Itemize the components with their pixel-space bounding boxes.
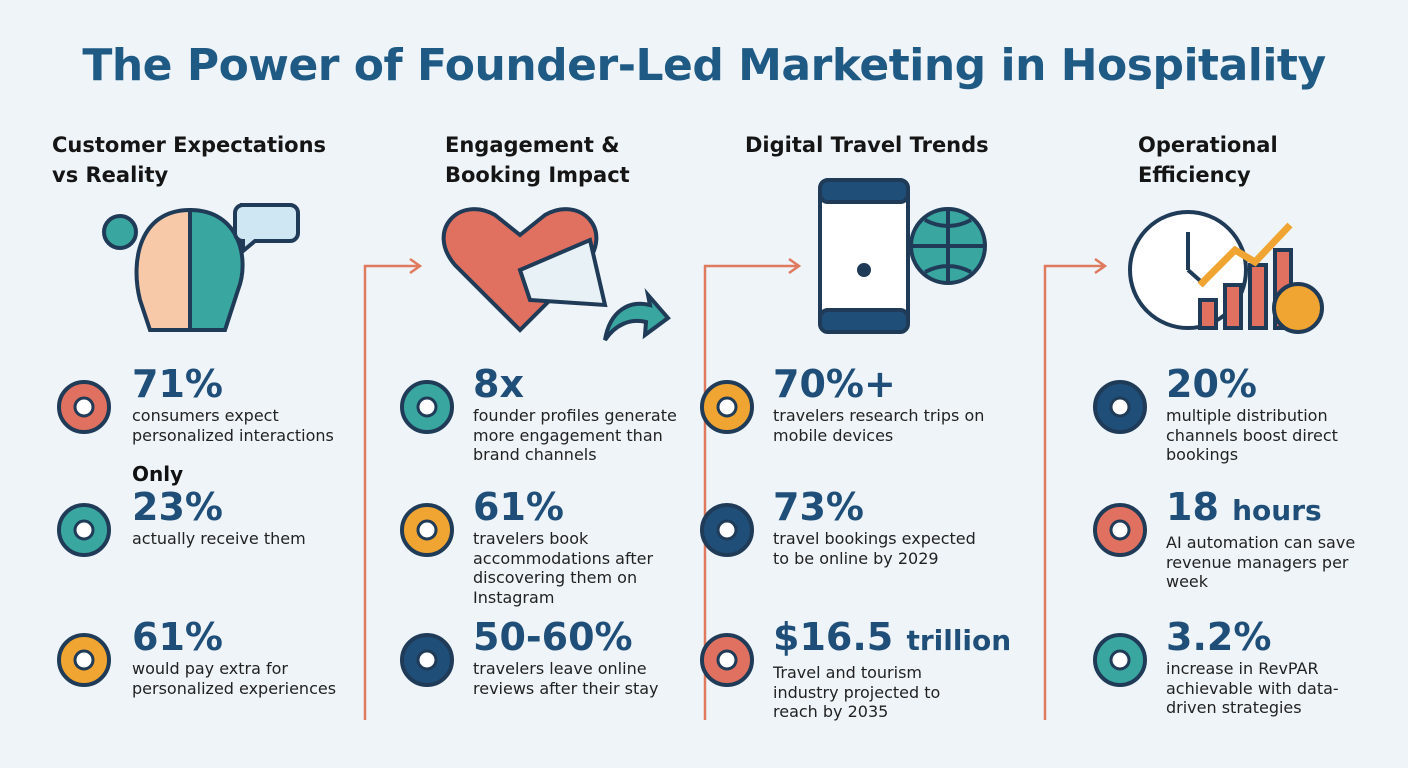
- stat-value: 73%: [773, 485, 988, 529]
- stat-gap: [893, 615, 906, 659]
- stat: $16.5 trillion Travel and tourism industr…: [773, 615, 1011, 722]
- stat-number: $16.5: [773, 615, 894, 659]
- stat-value: 61%: [473, 485, 688, 529]
- stat-icon: [400, 503, 454, 557]
- stat-icon: [1093, 380, 1147, 434]
- stat: 3.2% increase in RevPAR achievable with d…: [1166, 615, 1381, 718]
- heading-line: Booking Impact: [445, 163, 630, 187]
- stat-icon: [400, 380, 454, 434]
- stat-text: would pay extra for personalized experie…: [132, 659, 337, 698]
- stat-icon: [57, 633, 111, 687]
- stat: Only 23% actually receive them: [132, 463, 347, 549]
- stat-text: travelers research trips on mobile devic…: [773, 406, 985, 445]
- column-heading: Customer Expectations vs Reality: [52, 130, 326, 190]
- clock-illustration: [1128, 210, 1324, 334]
- stat-value: 70%+: [773, 362, 988, 406]
- stat-text: travelers book accommodations after disc…: [473, 529, 654, 607]
- stat: 61% would pay extra for personalized expe…: [132, 615, 347, 698]
- column-heading: Engagement & Booking Impact: [445, 130, 630, 190]
- stat-number: 61%: [132, 615, 223, 659]
- stat-text: travelers leave online reviews after the…: [473, 659, 659, 698]
- stat-number: 18: [1166, 485, 1219, 529]
- column-heading: Operational Efficiency: [1138, 130, 1278, 190]
- stat-number: 50-60%: [473, 615, 633, 659]
- stat-icon: [1093, 633, 1147, 687]
- stat-value: 61%: [132, 615, 347, 659]
- stat-number: 71%: [132, 362, 223, 406]
- heading-line: vs Reality: [52, 163, 169, 187]
- stat-gap: [1219, 485, 1232, 529]
- heading-line: Digital Travel Trends: [745, 133, 989, 157]
- stat-number: 20%: [1166, 362, 1257, 406]
- flow-arrows: [363, 257, 1108, 720]
- stat-text: travel bookings expected to be online by…: [773, 529, 976, 568]
- stat-value: $16.5 trillion: [773, 615, 1011, 663]
- stat-text: Travel and tourism industry projected to…: [773, 663, 941, 721]
- stat: 73% travel bookings expected to be online…: [773, 485, 988, 568]
- stat-number: 3.2%: [1166, 615, 1272, 659]
- stat: 70%+ travelers research trips on mobile d…: [773, 362, 988, 445]
- stat-number: 61%: [473, 485, 564, 529]
- phone-illustration: [818, 178, 987, 334]
- stat-icon: [400, 633, 454, 687]
- stat-value: 8x: [473, 362, 688, 406]
- stat-text: consumers expect personalized interactio…: [132, 406, 334, 445]
- stat-value: 23%: [132, 485, 347, 529]
- stat-icon: [700, 503, 754, 557]
- stat-text: increase in RevPAR achievable with data-…: [1166, 659, 1339, 717]
- stat-number: 8x: [473, 362, 524, 406]
- stat-icon: [1093, 503, 1147, 557]
- head-illustration: [102, 203, 300, 332]
- stat-text: multiple distribution channels boost dir…: [1166, 406, 1338, 464]
- heading-line: Engagement &: [445, 133, 620, 157]
- stat-icon: [700, 380, 754, 434]
- heart-illustration: [441, 207, 671, 342]
- stat: 20% multiple distribution channels boost …: [1166, 362, 1381, 465]
- stat-value: 50-60%: [473, 615, 688, 659]
- stat-icon: [700, 633, 754, 687]
- stat-value: 18 hours: [1166, 485, 1381, 533]
- stat-text: actually receive them: [132, 529, 306, 548]
- stat: 71% consumers expect personalized interac…: [132, 362, 347, 445]
- heading-line: Customer Expectations: [52, 133, 327, 157]
- stat: 18 hours AI automation can save revenue m…: [1166, 485, 1381, 592]
- stat-icon: [57, 503, 111, 557]
- stat-value: 71%: [132, 362, 347, 406]
- stat-icon: [57, 380, 111, 434]
- stat-prefix: Only: [132, 462, 184, 486]
- stat-value: 3.2%: [1166, 615, 1381, 659]
- stat: 8x founder profiles generate more engagem…: [473, 362, 688, 465]
- stat: 50-60% travelers leave online reviews aft…: [473, 615, 688, 698]
- stat-number: 70%+: [773, 362, 896, 406]
- stat-unit: trillion: [906, 624, 1012, 657]
- heading-line: Operational: [1138, 133, 1278, 157]
- stat-text: AI automation can save revenue managers …: [1166, 533, 1356, 591]
- stat-number: 73%: [773, 485, 864, 529]
- title: The Power of Founder-Led Marketing in Ho…: [82, 40, 1326, 91]
- stat-value: 20%: [1166, 362, 1381, 406]
- column-heading: Digital Travel Trends: [745, 130, 989, 160]
- stat-text: founder profiles generate more engagemen…: [473, 406, 677, 464]
- stat: 61% travelers book accommodations after d…: [473, 485, 688, 607]
- stat-number: 23%: [132, 485, 223, 529]
- stat-unit: hours: [1232, 494, 1322, 527]
- heading-line: Efficiency: [1138, 163, 1251, 187]
